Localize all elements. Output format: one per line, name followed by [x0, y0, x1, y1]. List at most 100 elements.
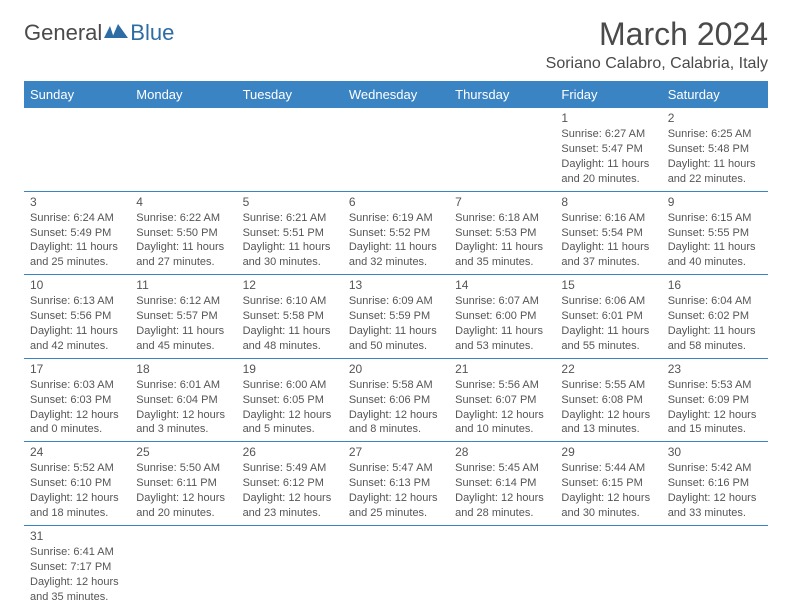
day-info-line: Daylight: 12 hours — [243, 408, 337, 423]
day-info-line: and 55 minutes. — [561, 339, 655, 354]
calendar-cell: 22Sunrise: 5:55 AMSunset: 6:08 PMDayligh… — [555, 358, 661, 442]
title-block: March 2024 Soriano Calabro, Calabria, It… — [546, 16, 768, 73]
day-number: 27 — [349, 444, 443, 460]
day-number: 20 — [349, 361, 443, 377]
day-info-line: Daylight: 12 hours — [349, 491, 443, 506]
day-number: 3 — [30, 194, 124, 210]
day-info-line: Sunset: 6:04 PM — [136, 393, 230, 408]
calendar-cell: 21Sunrise: 5:56 AMSunset: 6:07 PMDayligh… — [449, 358, 555, 442]
day-info-line: Sunset: 6:05 PM — [243, 393, 337, 408]
day-info-line: Daylight: 11 hours — [455, 240, 549, 255]
day-info-line: Sunset: 5:59 PM — [349, 309, 443, 324]
day-info-line: Sunset: 5:52 PM — [349, 226, 443, 241]
day-info-line: Sunset: 5:51 PM — [243, 226, 337, 241]
day-info-line: Sunset: 6:09 PM — [668, 393, 762, 408]
calendar-cell: 24Sunrise: 5:52 AMSunset: 6:10 PMDayligh… — [24, 442, 130, 526]
day-info-line: Sunset: 5:54 PM — [561, 226, 655, 241]
calendar-cell: 11Sunrise: 6:12 AMSunset: 5:57 PMDayligh… — [130, 275, 236, 359]
day-info-line: Daylight: 11 hours — [561, 324, 655, 339]
day-info-line: and 33 minutes. — [668, 506, 762, 521]
day-info-line: Sunset: 6:12 PM — [243, 476, 337, 491]
calendar-cell: 14Sunrise: 6:07 AMSunset: 6:00 PMDayligh… — [449, 275, 555, 359]
day-number: 23 — [668, 361, 762, 377]
day-info-line: Daylight: 11 hours — [136, 324, 230, 339]
day-info-line: and 53 minutes. — [455, 339, 549, 354]
day-number: 28 — [455, 444, 549, 460]
day-info-line: Sunrise: 6:24 AM — [30, 211, 124, 226]
day-info-line: Sunset: 5:50 PM — [136, 226, 230, 241]
day-info-line: Sunrise: 6:10 AM — [243, 294, 337, 309]
calendar-cell: 3Sunrise: 6:24 AMSunset: 5:49 PMDaylight… — [24, 191, 130, 275]
day-info-line: and 30 minutes. — [243, 255, 337, 270]
day-info-line: Sunrise: 6:25 AM — [668, 127, 762, 142]
weekday-header: Thursday — [449, 81, 555, 108]
calendar-cell — [237, 108, 343, 191]
day-info-line: Daylight: 11 hours — [349, 240, 443, 255]
day-info-line: and 37 minutes. — [561, 255, 655, 270]
day-info-line: Sunrise: 6:18 AM — [455, 211, 549, 226]
day-number: 14 — [455, 277, 549, 293]
logo: General Blue — [24, 20, 174, 46]
calendar-cell — [662, 525, 768, 608]
day-info-line: Sunset: 5:57 PM — [136, 309, 230, 324]
day-info-line: Sunset: 6:03 PM — [30, 393, 124, 408]
day-info-line: and 15 minutes. — [668, 422, 762, 437]
day-info-line: and 8 minutes. — [349, 422, 443, 437]
day-info-line: and 18 minutes. — [30, 506, 124, 521]
calendar-cell: 18Sunrise: 6:01 AMSunset: 6:04 PMDayligh… — [130, 358, 236, 442]
calendar-cell: 29Sunrise: 5:44 AMSunset: 6:15 PMDayligh… — [555, 442, 661, 526]
calendar-table: Sunday Monday Tuesday Wednesday Thursday… — [24, 81, 768, 608]
calendar-cell: 5Sunrise: 6:21 AMSunset: 5:51 PMDaylight… — [237, 191, 343, 275]
day-info-line: Daylight: 11 hours — [561, 240, 655, 255]
day-info-line: Sunrise: 6:06 AM — [561, 294, 655, 309]
day-info-line: Sunrise: 6:03 AM — [30, 378, 124, 393]
day-info-line: Daylight: 12 hours — [668, 408, 762, 423]
day-number: 22 — [561, 361, 655, 377]
day-number: 5 — [243, 194, 337, 210]
day-info-line: Sunset: 5:48 PM — [668, 142, 762, 157]
day-info-line: Daylight: 12 hours — [136, 491, 230, 506]
day-number: 15 — [561, 277, 655, 293]
day-info-line: Sunset: 6:00 PM — [455, 309, 549, 324]
day-number: 17 — [30, 361, 124, 377]
calendar-cell: 23Sunrise: 5:53 AMSunset: 6:09 PMDayligh… — [662, 358, 768, 442]
day-info-line: Sunset: 6:10 PM — [30, 476, 124, 491]
day-info-line: Sunrise: 6:01 AM — [136, 378, 230, 393]
day-info-line: and 28 minutes. — [455, 506, 549, 521]
day-info-line: and 27 minutes. — [136, 255, 230, 270]
day-number: 19 — [243, 361, 337, 377]
day-info-line: Sunrise: 6:09 AM — [349, 294, 443, 309]
calendar-cell: 8Sunrise: 6:16 AMSunset: 5:54 PMDaylight… — [555, 191, 661, 275]
day-info-line: Sunrise: 5:44 AM — [561, 461, 655, 476]
day-info-line: Daylight: 11 hours — [455, 324, 549, 339]
day-info-line: Sunset: 5:47 PM — [561, 142, 655, 157]
day-number: 2 — [668, 110, 762, 126]
day-info-line: Sunrise: 6:22 AM — [136, 211, 230, 226]
day-number: 1 — [561, 110, 655, 126]
day-info-line: Sunset: 6:07 PM — [455, 393, 549, 408]
day-info-line: Sunrise: 6:12 AM — [136, 294, 230, 309]
calendar-cell: 1Sunrise: 6:27 AMSunset: 5:47 PMDaylight… — [555, 108, 661, 191]
weekday-header: Saturday — [662, 81, 768, 108]
day-number: 11 — [136, 277, 230, 293]
calendar-cell: 2Sunrise: 6:25 AMSunset: 5:48 PMDaylight… — [662, 108, 768, 191]
day-info-line: Sunrise: 5:42 AM — [668, 461, 762, 476]
day-info-line: and 13 minutes. — [561, 422, 655, 437]
calendar-cell — [24, 108, 130, 191]
calendar-row: 17Sunrise: 6:03 AMSunset: 6:03 PM Dayligh… — [24, 358, 768, 442]
day-info-line: Sunset: 6:06 PM — [349, 393, 443, 408]
calendar-cell — [449, 525, 555, 608]
day-info-line: Sunrise: 5:52 AM — [30, 461, 124, 476]
day-info-line: Daylight: 11 hours — [668, 324, 762, 339]
day-info-line: Sunset: 6:14 PM — [455, 476, 549, 491]
day-info-line: Sunset: 7:17 PM — [30, 560, 124, 575]
day-info-line: and 32 minutes. — [349, 255, 443, 270]
weekday-header: Monday — [130, 81, 236, 108]
day-number: 16 — [668, 277, 762, 293]
day-info-line: Sunrise: 6:04 AM — [668, 294, 762, 309]
day-info-line: and 20 minutes. — [136, 506, 230, 521]
calendar-row: 3Sunrise: 6:24 AMSunset: 5:49 PMDaylight… — [24, 191, 768, 275]
day-number: 10 — [30, 277, 124, 293]
day-info-line: and 50 minutes. — [349, 339, 443, 354]
day-info-line: Sunrise: 5:45 AM — [455, 461, 549, 476]
